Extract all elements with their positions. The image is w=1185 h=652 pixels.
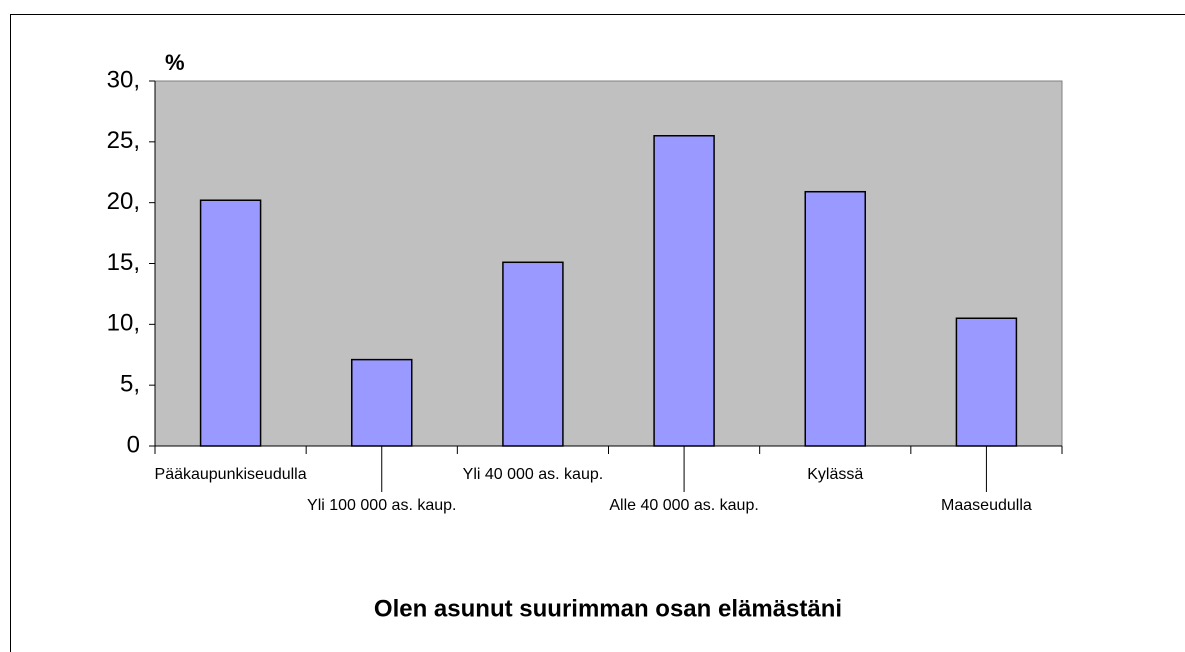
y-tick-label: 15, — [107, 249, 140, 276]
bar — [502, 261, 564, 447]
x-tick-label: Yli 40 000 as. kaup. — [463, 466, 604, 483]
y-axis-label: % — [165, 50, 185, 75]
y-tick-label: 10, — [107, 310, 140, 337]
bar — [199, 199, 262, 447]
x-tick-label: Alle 40 000 as. kaup. — [609, 497, 758, 514]
chart-title: Olen asunut suurimman osan elämästäni — [374, 595, 842, 622]
x-tick-label: Maaseudulla — [941, 497, 1032, 514]
x-tick-label: Pääkaupunkiseudulla — [155, 466, 307, 483]
bar — [351, 358, 413, 447]
plot-area — [154, 80, 1063, 447]
bar — [955, 317, 1018, 447]
bar — [804, 190, 866, 447]
y-tick-label: 30, — [107, 66, 140, 93]
y-tick-label: 0 — [127, 431, 140, 458]
y-tick-label: 20, — [107, 188, 140, 215]
x-tick-label: Yli 100 000 as. kaup. — [307, 497, 456, 514]
x-tick-label: Kylässä — [807, 466, 863, 483]
y-tick-label: 5, — [120, 371, 140, 398]
y-tick-label: 25, — [107, 127, 140, 154]
bar — [653, 135, 715, 447]
